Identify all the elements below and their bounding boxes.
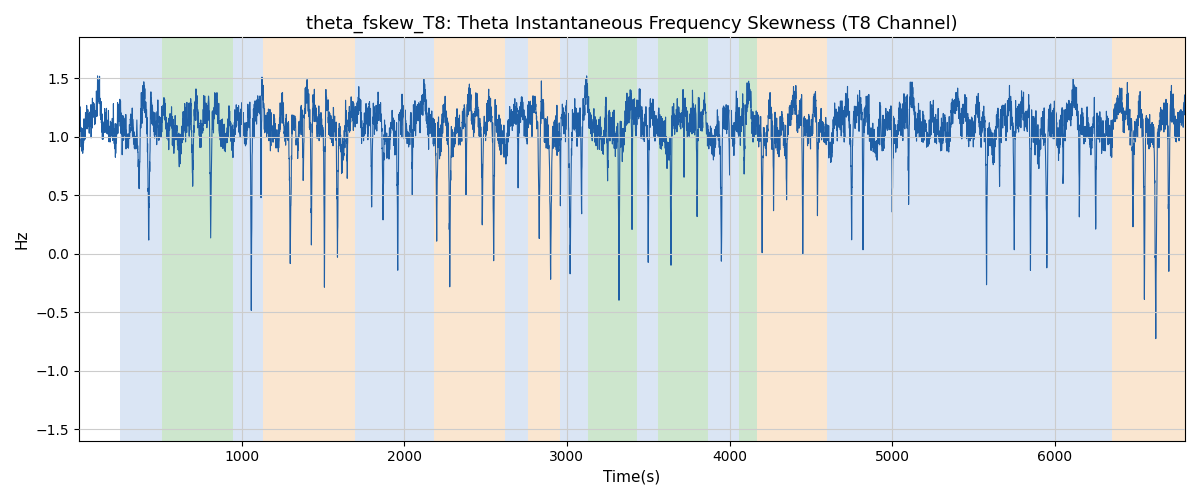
Bar [433, 38, 505, 440]
Bar [739, 38, 757, 440]
Y-axis label: Hz: Hz [14, 230, 30, 249]
Bar [505, 38, 528, 440]
Bar [588, 38, 637, 440]
Bar [637, 38, 658, 440]
Bar [263, 38, 355, 440]
Bar [162, 38, 234, 440]
Title: theta_fskew_T8: Theta Instantaneous Frequency Skewness (T8 Channel): theta_fskew_T8: Theta Instantaneous Freq… [306, 15, 958, 34]
Bar [528, 38, 560, 440]
Bar [560, 38, 588, 440]
Bar [708, 38, 739, 440]
Bar [120, 38, 162, 440]
Bar [234, 38, 263, 440]
X-axis label: Time(s): Time(s) [604, 470, 660, 485]
Bar [355, 38, 433, 440]
Bar [757, 38, 827, 440]
Bar [658, 38, 708, 440]
Bar [1112, 38, 1186, 440]
Bar [827, 38, 1112, 440]
